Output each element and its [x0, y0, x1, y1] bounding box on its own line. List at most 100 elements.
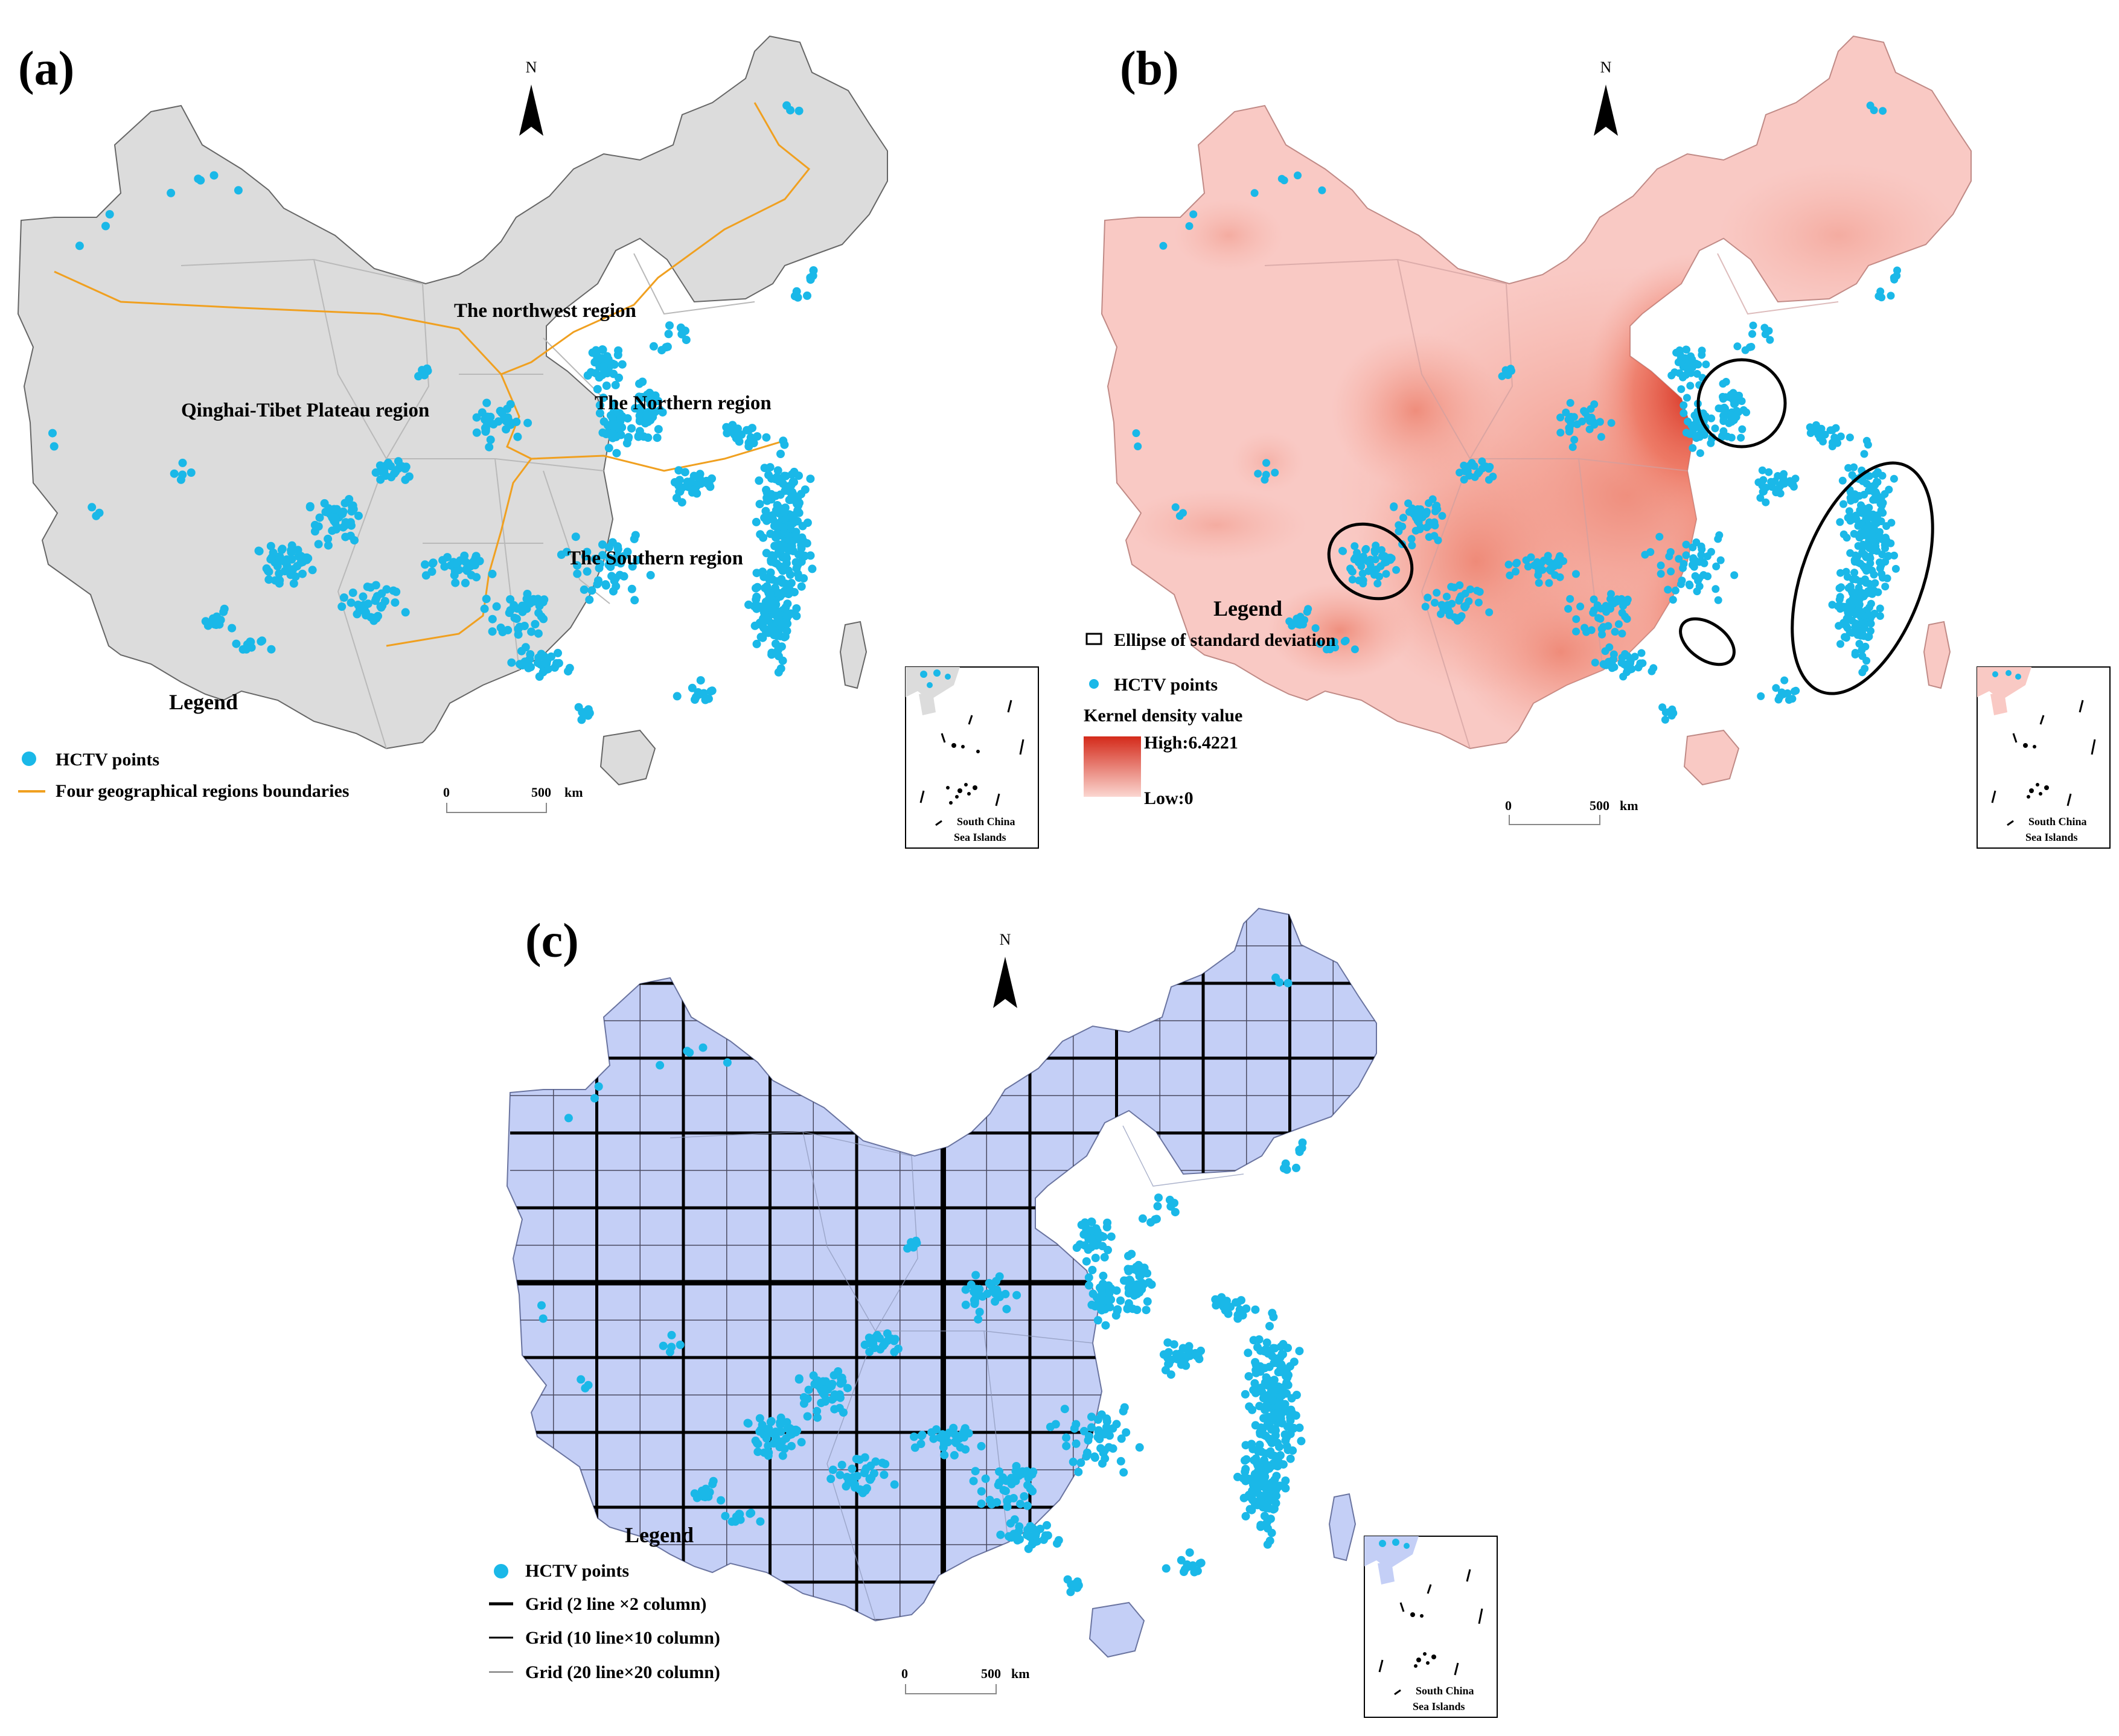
hctv-point: [1686, 381, 1695, 390]
hctv-point: [695, 470, 705, 479]
hctv-point: [1249, 1385, 1258, 1394]
hctv-point: [308, 566, 317, 575]
hctv-point: [1680, 409, 1688, 417]
hctv-point: [1677, 580, 1685, 589]
hctv-point: [604, 444, 613, 453]
hctv-point: [1868, 536, 1877, 544]
hctv-point: [347, 507, 356, 516]
hctv-point: [774, 548, 783, 557]
hctv-point: [767, 1417, 776, 1426]
hctv-point: [1864, 508, 1872, 517]
hctv-point: [1285, 617, 1294, 625]
hctv-point: [1841, 633, 1849, 641]
hctv-point: [1023, 1501, 1032, 1510]
hctv-point: [453, 559, 461, 568]
hctv-point: [598, 428, 607, 437]
hctv-point: [1072, 1439, 1081, 1448]
hctv-point: [1646, 548, 1655, 556]
hctv-point: [1774, 695, 1783, 704]
hctv-point: [1241, 1464, 1250, 1473]
hctv-point: [1683, 394, 1691, 402]
hctv-point: [865, 1347, 874, 1356]
hctv-point: [961, 1285, 970, 1294]
hctv-point: [663, 342, 672, 351]
hctv-point: [1178, 1358, 1187, 1367]
hctv-point: [1836, 640, 1844, 648]
hctv-point: [1580, 624, 1589, 632]
hctv-point: [1431, 507, 1439, 515]
hctv-point: [828, 1466, 837, 1474]
hctv-point: [1082, 1452, 1091, 1461]
hctv-point: [1244, 1348, 1253, 1358]
hctv-point: [1858, 589, 1866, 597]
hctv-point: [759, 1448, 769, 1457]
hctv-point: [1277, 1391, 1286, 1400]
north-arrow-c-icon: N: [993, 931, 1017, 1008]
hctv-point: [1564, 605, 1573, 613]
hctv-point: [267, 645, 276, 654]
hctv-point: [1355, 576, 1363, 585]
hctv-point: [699, 689, 708, 698]
hctv-point: [1601, 647, 1609, 656]
hctv-point: [787, 1441, 796, 1450]
hctv-point: [1711, 424, 1719, 433]
hctv-point: [492, 602, 501, 611]
hctv-point: [1067, 1580, 1076, 1589]
hctv-point: [1212, 1301, 1221, 1310]
hctv-point: [242, 645, 251, 654]
hctv-point: [1282, 1165, 1291, 1174]
north-arrow-a-icon: N: [519, 59, 543, 136]
hctv-point: [1143, 1269, 1152, 1278]
hctv-point: [977, 1499, 986, 1508]
hctv-point: [912, 1236, 921, 1245]
hctv-point: [1730, 398, 1739, 406]
hctv-point: [758, 567, 767, 576]
hctv-point: [674, 466, 683, 475]
hctv-point: [1556, 429, 1565, 437]
hctv-point: [1262, 1338, 1271, 1347]
hctv-point: [1806, 429, 1815, 437]
hctv-point: [531, 620, 540, 628]
hctv-points-c: [537, 973, 1307, 1597]
hctv-point: [1043, 1521, 1051, 1530]
svg-text:Sea Islands: Sea Islands: [1413, 1700, 1465, 1712]
hctv-point: [593, 579, 602, 589]
hctv-point: [633, 556, 642, 565]
hctv-point: [1865, 603, 1873, 611]
hctv-point: [1506, 571, 1514, 579]
hctv-point: [1485, 608, 1494, 616]
hctv-point: [983, 1289, 992, 1298]
hctv-point: [461, 578, 470, 587]
svg-text:500: 500: [1590, 798, 1609, 813]
hctv-point: [315, 513, 324, 522]
region-label-qinghai-tibet: Qinghai-Tibet Plateau region: [181, 400, 429, 421]
hctv-point: [794, 508, 804, 517]
hctv-point: [756, 633, 765, 642]
hctv-point: [1263, 1420, 1272, 1429]
hctv-point: [826, 1475, 836, 1483]
hctv-point: [649, 342, 658, 351]
hctv-point: [1871, 542, 1880, 550]
hctv-point: [1568, 443, 1577, 452]
hctv-point: [1276, 1366, 1285, 1375]
hctv-point: [641, 419, 650, 428]
hctv-point: [350, 536, 359, 545]
hctv-point: [262, 564, 271, 573]
hctv-point: [1871, 512, 1880, 520]
hctv-point: [1512, 567, 1520, 576]
hctv-point: [1098, 1242, 1107, 1251]
hctv-point: [996, 1530, 1005, 1539]
hctv-point: [851, 1480, 859, 1489]
hctv-point: [1084, 1273, 1093, 1282]
hctv-point: [792, 604, 801, 613]
hctv-point: [1838, 602, 1847, 611]
hctv-point: [1326, 645, 1334, 654]
hctv-point: [1100, 1446, 1109, 1455]
hctv-point: [1867, 627, 1875, 635]
hctv-point: [1657, 561, 1665, 570]
hctv-point: [688, 683, 697, 692]
hctv-point: [1609, 650, 1618, 659]
hctv-point: [784, 482, 793, 491]
hctv-point: [747, 438, 756, 447]
hctv-point: [1293, 614, 1301, 623]
